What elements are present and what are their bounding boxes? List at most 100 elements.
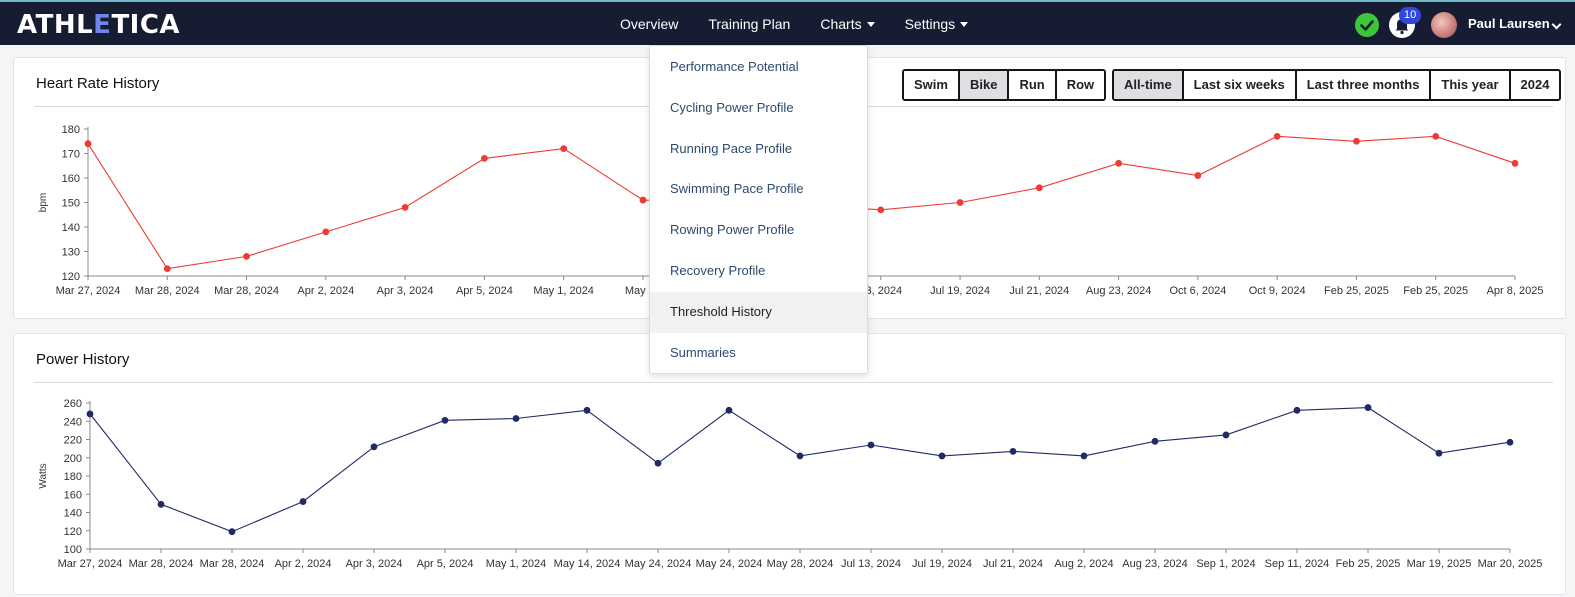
x-tick-label: May 24, 2024 <box>625 558 692 570</box>
top-navbar: ATHLETICA Overview Training Plan Charts … <box>0 0 1575 45</box>
data-point <box>1080 452 1088 460</box>
data-point <box>86 410 94 418</box>
range-three-months-button[interactable]: Last three months <box>1296 71 1432 99</box>
sport-swim-button[interactable]: Swim <box>904 71 960 99</box>
range-six-weeks-button[interactable]: Last six weeks <box>1183 71 1297 99</box>
y-tick-label: 240 <box>64 416 82 428</box>
data-point <box>1511 159 1519 167</box>
y-axis-label: bpm <box>38 193 49 212</box>
data-point <box>560 145 568 152</box>
app-logo[interactable]: ATHLETICA <box>17 10 181 40</box>
x-tick-label: Jul 21, 2024 <box>1009 285 1069 297</box>
data-point <box>867 441 875 449</box>
x-tick-label: Apr 2, 2024 <box>275 558 332 570</box>
x-tick-label: Oct 6, 2024 <box>1169 285 1226 297</box>
data-point <box>299 498 307 505</box>
sport-bike-button[interactable]: Bike <box>959 71 1010 99</box>
x-tick-label: Aug 23, 2024 <box>1086 285 1151 297</box>
y-tick-label: 160 <box>64 489 82 501</box>
x-tick-label: Feb 25, 2025 <box>1336 558 1401 570</box>
x-tick-label: Mar 27, 2024 <box>58 558 123 570</box>
data-point <box>1435 449 1443 457</box>
data-point <box>228 528 236 536</box>
x-tick-label: May 28, 2024 <box>767 558 834 570</box>
x-tick-label: Mar 27, 2024 <box>56 285 121 297</box>
menu-item-cycling-power-profile[interactable]: Cycling Power Profile <box>670 99 794 115</box>
data-point <box>583 406 591 414</box>
y-tick-label: 180 <box>62 124 80 136</box>
data-point <box>796 452 804 460</box>
nav-training-plan[interactable]: Training Plan <box>708 15 791 32</box>
y-tick-label: 160 <box>62 173 80 185</box>
chevron-down-icon[interactable] <box>1551 19 1562 30</box>
x-tick-label: Sep 1, 2024 <box>1196 558 1255 570</box>
data-point <box>877 206 885 214</box>
data-point <box>370 443 378 451</box>
menu-item-running-pace-profile[interactable]: Running Pace Profile <box>670 140 793 156</box>
menu-item-rowing-power-profile[interactable]: Rowing Power Profile <box>670 222 795 238</box>
x-tick-label: Jul 13, 2024 <box>841 558 901 570</box>
x-tick-label: Aug 23, 2024 <box>1122 558 1187 570</box>
x-tick-label: Jul 21, 2024 <box>983 558 1043 570</box>
data-point <box>1432 132 1440 140</box>
x-tick-label: Apr 3, 2024 <box>346 558 403 570</box>
data-point <box>322 228 330 236</box>
x-tick-label: 13, 2024 <box>859 285 902 297</box>
y-tick-label: 260 <box>64 398 82 410</box>
sport-row-button[interactable]: Row <box>1056 71 1105 99</box>
x-tick-label: Apr 5, 2024 <box>456 285 513 297</box>
menu-item-recovery-profile[interactable]: Recovery Profile <box>670 262 766 278</box>
x-tick-label: Mar 28, 2024 <box>214 285 279 297</box>
menu-item-threshold-history[interactable]: Threshold History <box>650 291 867 333</box>
menu-item-summaries[interactable]: Summaries <box>670 344 736 360</box>
sport-filter: Swim Bike Run Row <box>902 69 1107 101</box>
data-point <box>157 500 165 508</box>
y-axis-label: Watts <box>38 463 49 488</box>
user-name[interactable]: Paul Laursen <box>1468 16 1550 31</box>
data-point <box>654 459 662 467</box>
data-point <box>639 196 647 204</box>
data-point <box>725 406 733 414</box>
range-all-time-button[interactable]: All-time <box>1114 71 1184 99</box>
data-point <box>512 415 520 422</box>
nav-settings[interactable]: Settings <box>890 16 984 32</box>
chevron-down-icon <box>866 22 875 28</box>
data-point <box>938 452 946 460</box>
nav-charts[interactable]: Charts <box>805 16 889 32</box>
data-point <box>1273 132 1281 140</box>
x-tick-label: Jul 19, 2024 <box>930 285 990 297</box>
menu-item-swimming-pace-profile[interactable]: Swimming Pace Profile <box>670 181 804 197</box>
x-tick-label: Mar 19, 2025 <box>1407 558 1472 570</box>
check-circle-icon[interactable] <box>1355 13 1379 37</box>
series-line <box>89 407 1511 533</box>
x-tick-label: May 24, 2024 <box>696 558 763 570</box>
data-point <box>243 253 250 260</box>
heart-rate-title: Heart Rate History <box>36 75 160 92</box>
power-chart: 100 120 140 160 180 200 220 240 260 Watts Mar 27, … <box>38 398 1543 570</box>
data-point <box>1364 404 1372 411</box>
data-point <box>1194 172 1202 179</box>
x-tick-label: Jul 19, 2024 <box>912 558 972 570</box>
data-point <box>441 416 449 424</box>
range-2024-button[interactable]: 2024 <box>1510 71 1560 99</box>
y-tick-label: 130 <box>62 247 80 259</box>
y-tick-label: 220 <box>64 435 82 447</box>
x-tick-label: Mar 28, 2024 <box>129 558 194 570</box>
range-this-year-button[interactable]: This year <box>1431 71 1511 99</box>
y-tick-label: 140 <box>62 222 80 234</box>
y-tick-label: 120 <box>64 526 82 538</box>
avatar[interactable] <box>1431 12 1457 38</box>
x-tick-label: May 1, 2024 <box>486 558 547 570</box>
notification-badge: 10 <box>1399 7 1422 24</box>
x-tick-label: Mar 28, 2024 <box>135 285 200 297</box>
data-point <box>1293 406 1301 414</box>
y-tick-label: 140 <box>64 508 82 520</box>
nav-overview[interactable]: Overview <box>620 15 679 32</box>
data-point <box>163 265 171 273</box>
sport-run-button[interactable]: Run <box>1009 71 1057 99</box>
x-tick-label: Mar 20, 2025 <box>1478 558 1543 570</box>
menu-item-performance-potential[interactable]: Performance Potential <box>670 59 799 74</box>
x-tick-label: May 14, 2024 <box>554 558 621 570</box>
x-tick-label: Apr 2, 2024 <box>297 285 354 297</box>
data-point <box>1115 159 1123 167</box>
